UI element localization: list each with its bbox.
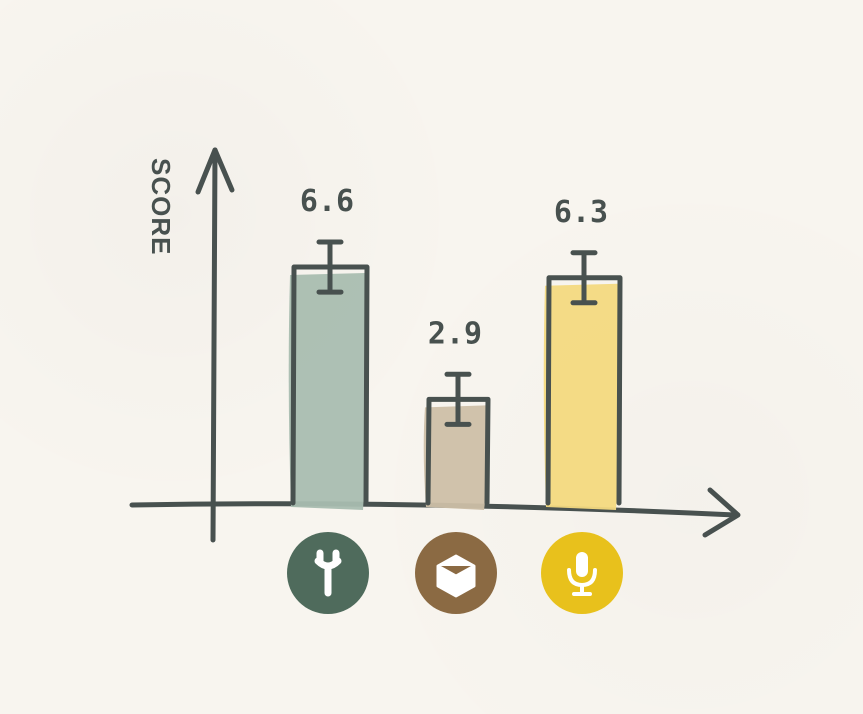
x-axis-arrowhead [702, 487, 741, 538]
box-icon-badge [415, 532, 497, 614]
category-2 [415, 532, 497, 614]
bar-fill-2 [423, 405, 489, 510]
value-label-1: 6.6 [300, 184, 354, 219]
bar-fill-3 [543, 283, 621, 510]
y-axis-label: SCORE [146, 158, 176, 255]
bars [288, 239, 623, 510]
value-label-3: 6.3 [554, 195, 608, 230]
value-labels: 6.6 2.9 6.3 [300, 184, 608, 351]
value-label-2: 2.9 [428, 316, 482, 351]
bar-fill-1 [288, 273, 368, 510]
y-axis-arrowhead [195, 147, 235, 195]
category-3 [541, 532, 623, 614]
error-bar-1 [316, 239, 344, 295]
error-bar-2 [444, 371, 472, 427]
category-icons [287, 532, 623, 614]
box-icon [436, 554, 476, 598]
category-1 [287, 532, 369, 614]
microphone-icon-stand [567, 568, 597, 596]
error-bar-3 [570, 250, 598, 306]
wrench-icon [314, 549, 342, 597]
microphone-icon [576, 552, 588, 577]
y-axis [210, 147, 218, 543]
